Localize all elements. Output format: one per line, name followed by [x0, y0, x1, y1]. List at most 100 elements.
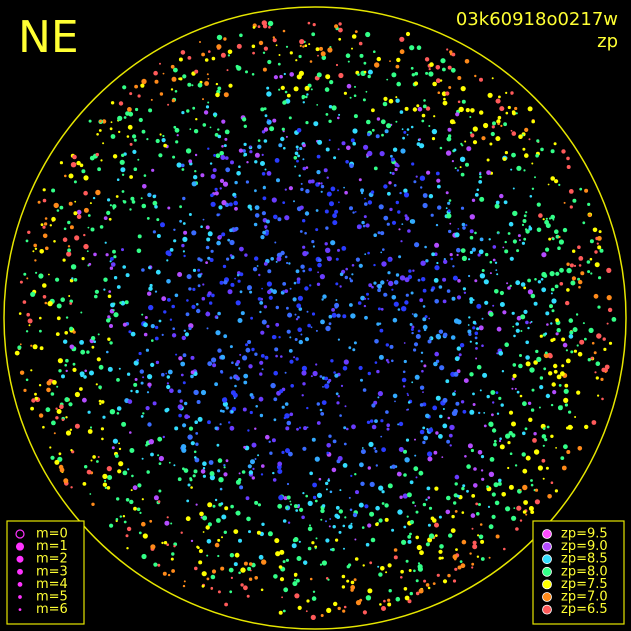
star-dot	[59, 404, 64, 410]
star-dot	[277, 62, 281, 66]
star-dot	[524, 427, 528, 431]
star-dot	[434, 265, 440, 271]
star-dot	[387, 258, 392, 262]
star-dot	[238, 571, 241, 575]
star-dot	[387, 602, 392, 607]
star-dot	[533, 449, 540, 455]
star-dot	[423, 579, 427, 583]
star-dot	[301, 365, 307, 371]
star-dot	[405, 559, 409, 563]
star-dot	[261, 464, 265, 468]
star-dot	[260, 354, 265, 358]
star-dot	[230, 160, 234, 165]
star-dot	[577, 446, 583, 451]
star-dot	[360, 378, 363, 382]
star-dot	[206, 237, 211, 242]
star-dot	[493, 482, 499, 488]
star-dot	[476, 364, 482, 370]
star-dot	[174, 293, 179, 298]
star-dot	[429, 337, 432, 340]
star-dot	[425, 498, 428, 501]
star-dot	[98, 129, 102, 132]
magnitude-label: m=1	[36, 539, 68, 554]
star-dot	[263, 107, 267, 111]
star-dot	[300, 333, 303, 336]
star-dot	[65, 416, 68, 419]
star-dot	[83, 243, 89, 250]
star-dot	[391, 72, 397, 78]
star-dot	[328, 139, 331, 142]
star-dot	[404, 106, 409, 111]
star-dot	[279, 549, 285, 555]
star-dot	[405, 293, 409, 297]
star-dot	[167, 573, 171, 577]
star-dot	[469, 116, 472, 118]
star-dot	[122, 322, 127, 327]
star-dot	[500, 124, 503, 127]
star-dot	[467, 108, 470, 111]
star-dot	[596, 242, 599, 245]
star-dot	[300, 187, 304, 192]
star-dot	[395, 64, 400, 69]
star-dot	[461, 511, 465, 514]
star-dot	[467, 443, 473, 449]
star-dot	[228, 202, 233, 207]
star-dot	[130, 389, 133, 393]
star-dot	[472, 403, 476, 406]
star-dot	[387, 191, 391, 196]
star-dot	[221, 119, 226, 124]
star-dot	[19, 370, 25, 375]
star-dot	[185, 312, 190, 317]
star-dot	[65, 369, 68, 373]
star-dot	[307, 500, 313, 506]
star-dot	[553, 369, 558, 374]
star-dot	[64, 331, 68, 335]
star-dot	[39, 249, 44, 254]
star-dot	[194, 566, 198, 571]
star-dot	[410, 66, 414, 70]
star-dot	[320, 508, 325, 514]
star-dot	[552, 218, 555, 221]
star-dot	[74, 200, 77, 203]
star-dot	[216, 316, 219, 319]
star-dot	[289, 287, 292, 290]
star-dot	[464, 455, 467, 458]
star-dot	[219, 423, 222, 426]
star-dot	[147, 192, 152, 198]
star-dot	[256, 530, 261, 535]
star-dot	[152, 194, 157, 199]
star-dot	[190, 370, 195, 375]
zp-label: zp=9.0	[561, 539, 608, 554]
star-dot	[414, 505, 417, 507]
star-dot	[317, 139, 323, 145]
star-dot	[43, 222, 48, 226]
star-dot	[30, 369, 33, 372]
star-dot	[246, 516, 251, 522]
star-dot	[286, 306, 289, 310]
star-dot	[337, 248, 340, 252]
star-dot	[354, 30, 358, 33]
star-dot	[561, 149, 566, 154]
star-dot	[245, 180, 249, 184]
star-dot	[59, 205, 64, 210]
star-dot	[314, 547, 317, 550]
star-dot	[210, 586, 214, 590]
star-dot	[342, 463, 348, 468]
star-dot	[496, 352, 499, 355]
star-dot	[142, 184, 147, 189]
star-dot	[116, 406, 122, 411]
star-dot	[95, 383, 98, 386]
star-dot	[447, 65, 452, 70]
star-dot	[297, 605, 302, 611]
star-dot	[386, 222, 390, 226]
star-dot	[282, 29, 286, 33]
star-dot	[284, 188, 287, 191]
direction-label: NE	[18, 12, 79, 63]
star-dot	[28, 324, 31, 327]
star-dot	[70, 449, 73, 452]
star-dot	[67, 245, 71, 248]
star-dot	[545, 393, 551, 399]
star-dot	[479, 237, 484, 242]
star-dot	[481, 477, 485, 481]
star-dot	[289, 51, 293, 55]
